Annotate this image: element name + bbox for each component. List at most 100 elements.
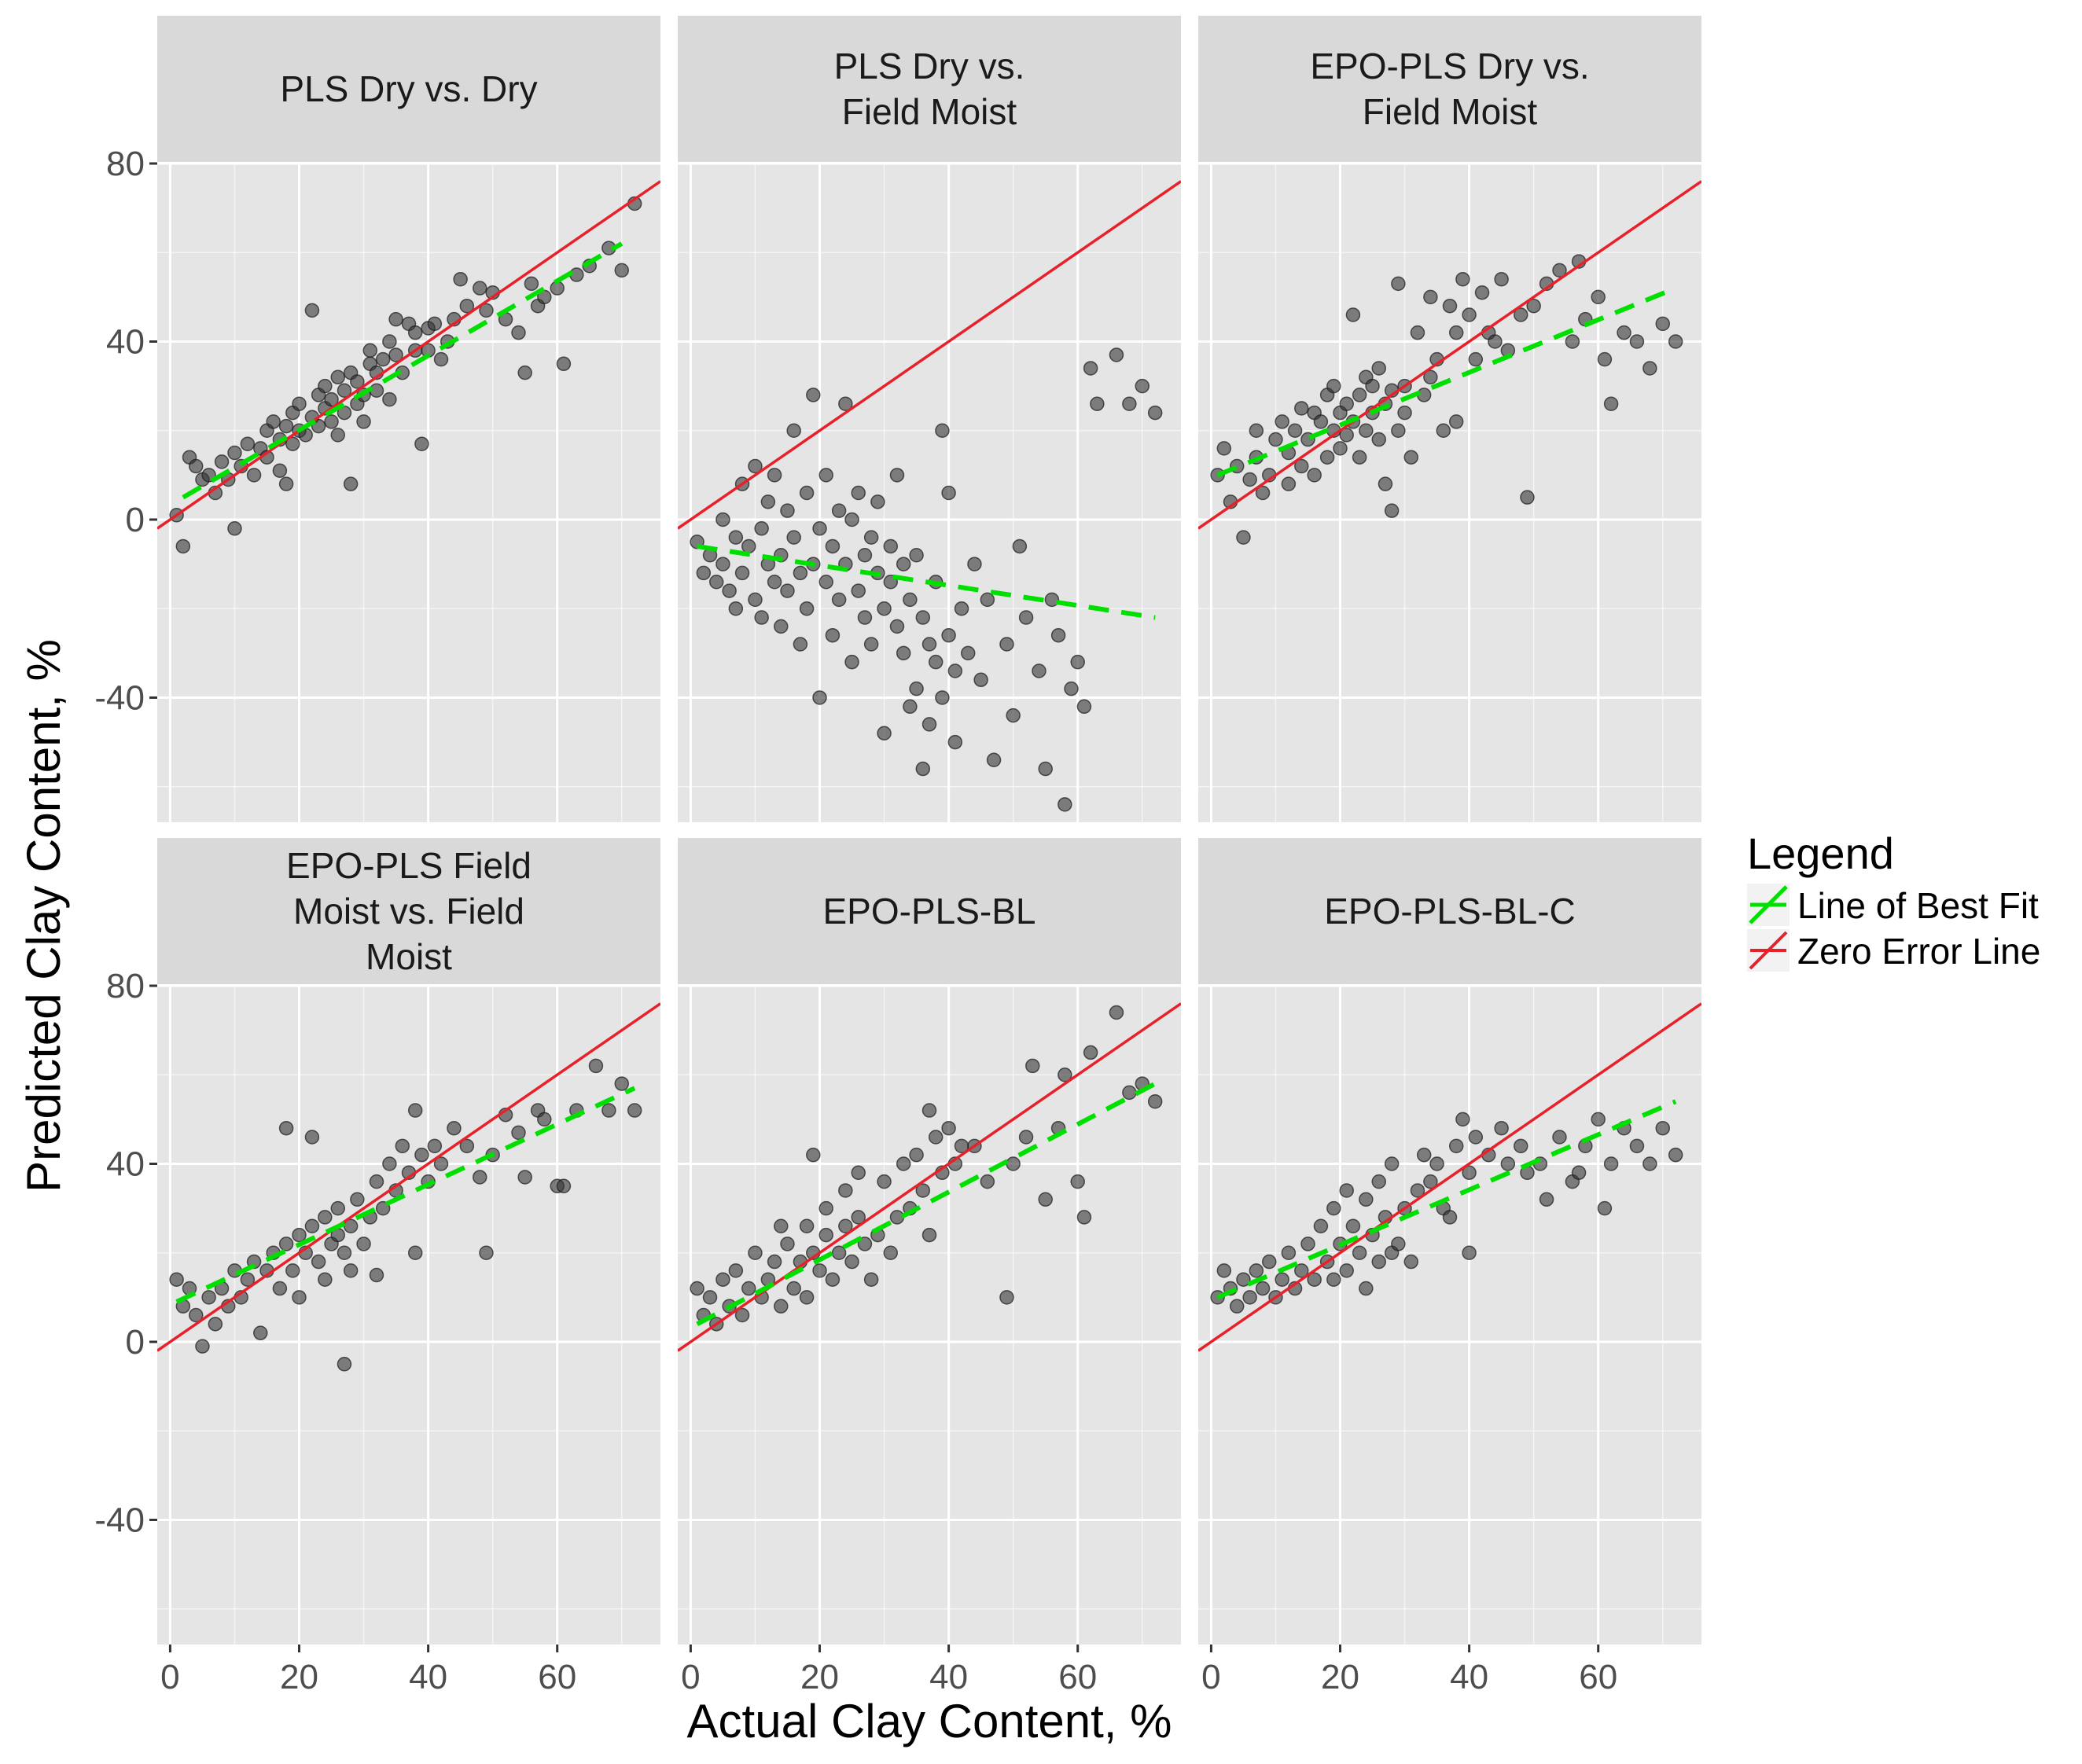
data-point — [433, 1156, 449, 1171]
x-tick-label: 60 — [538, 1658, 576, 1696]
data-point — [780, 583, 795, 598]
data-point — [767, 574, 782, 590]
data-point — [447, 1120, 462, 1136]
data-point — [330, 428, 345, 443]
data-point — [614, 1076, 630, 1091]
zero-error-line — [1198, 1002, 1701, 1352]
data-point — [851, 1165, 866, 1181]
data-point — [896, 1156, 911, 1171]
data-point — [1242, 1290, 1257, 1305]
data-point — [793, 637, 808, 652]
data-point — [1242, 472, 1257, 487]
strip-title-line: EPO-PLS-BL — [823, 891, 1036, 932]
data-point — [921, 1227, 937, 1243]
data-point — [941, 627, 956, 643]
data-point — [407, 325, 423, 340]
data-point — [806, 388, 821, 402]
data-point — [1371, 432, 1386, 447]
panel-background — [678, 986, 1181, 1645]
x-tick-label: 60 — [1058, 1658, 1097, 1696]
data-point — [1571, 1165, 1587, 1181]
data-point — [375, 351, 391, 367]
data-point — [195, 1339, 210, 1354]
data-point — [1281, 476, 1297, 491]
data-point — [1307, 468, 1322, 483]
data-point — [748, 592, 763, 608]
data-point — [350, 1192, 365, 1207]
y-tick-label: 40 — [106, 1145, 145, 1183]
data-point — [696, 565, 712, 581]
data-point — [896, 557, 911, 571]
data-point — [915, 1183, 931, 1198]
data-point — [857, 1237, 873, 1251]
data-point — [947, 734, 963, 750]
data-point — [1294, 401, 1309, 416]
y-axis-title: Predicted Clay Content, % — [17, 639, 70, 1193]
data-point — [903, 699, 918, 715]
data-point — [278, 1237, 294, 1251]
data-point — [1255, 485, 1271, 501]
data-point — [330, 369, 345, 385]
data-point — [1423, 1174, 1438, 1189]
data-point — [1629, 1138, 1645, 1154]
strip-background — [1198, 16, 1701, 162]
data-point — [1365, 378, 1380, 394]
data-point — [1455, 1112, 1470, 1127]
data-point — [1025, 1058, 1040, 1074]
zero-error-line — [678, 1002, 1181, 1352]
data-point — [838, 396, 853, 412]
data-point — [877, 1174, 892, 1189]
data-point — [774, 619, 789, 634]
strip-title-line: Moist vs. Field — [293, 891, 524, 932]
data-point — [1262, 1254, 1277, 1270]
data-point — [741, 538, 756, 554]
data-point — [1494, 271, 1509, 287]
data-point — [1668, 1147, 1683, 1163]
data-point — [1423, 369, 1438, 385]
data-point — [1591, 1112, 1606, 1127]
data-point — [999, 637, 1014, 652]
data-point — [1500, 1156, 1516, 1171]
data-point — [967, 557, 982, 571]
data-point — [1058, 1067, 1072, 1082]
data-point — [786, 423, 801, 438]
strip-title-line: EPO-PLS-BL-C — [1324, 891, 1576, 932]
best-fit-line — [182, 241, 623, 500]
data-point — [715, 557, 730, 571]
strip-title-line: EPO-PLS Dry vs. — [1310, 46, 1589, 86]
data-point — [1216, 441, 1232, 456]
data-point — [748, 458, 763, 474]
data-point — [304, 303, 320, 318]
data-point — [304, 1130, 320, 1145]
best-fit-line — [1216, 1099, 1677, 1300]
data-point — [999, 1290, 1014, 1305]
strip-title-line: Moist — [366, 936, 452, 977]
data-point — [473, 281, 487, 296]
data-point — [857, 610, 873, 625]
data-point — [407, 1245, 423, 1260]
data-point — [1345, 1218, 1361, 1234]
data-point — [343, 476, 359, 491]
data-point — [844, 654, 859, 670]
data-point — [1064, 681, 1079, 696]
data-point — [1018, 610, 1034, 625]
data-point — [1050, 627, 1066, 643]
data-point — [889, 1210, 905, 1225]
data-point — [1642, 361, 1657, 376]
zero-error-line — [157, 180, 660, 530]
strip-title-line: EPO-PLS Field — [286, 845, 532, 886]
data-point — [414, 1147, 429, 1163]
data-point — [825, 1272, 841, 1287]
data-point — [1109, 347, 1124, 362]
data-point — [588, 1058, 604, 1074]
data-point — [1629, 334, 1645, 349]
data-point — [1423, 289, 1438, 305]
data-point — [318, 378, 333, 394]
data-point — [702, 1290, 718, 1305]
data-point — [799, 1218, 815, 1234]
data-point — [1474, 285, 1490, 300]
data-point — [350, 374, 365, 389]
y-tick-label: 0 — [126, 501, 145, 539]
data-point — [324, 414, 339, 429]
data-point — [863, 637, 879, 652]
